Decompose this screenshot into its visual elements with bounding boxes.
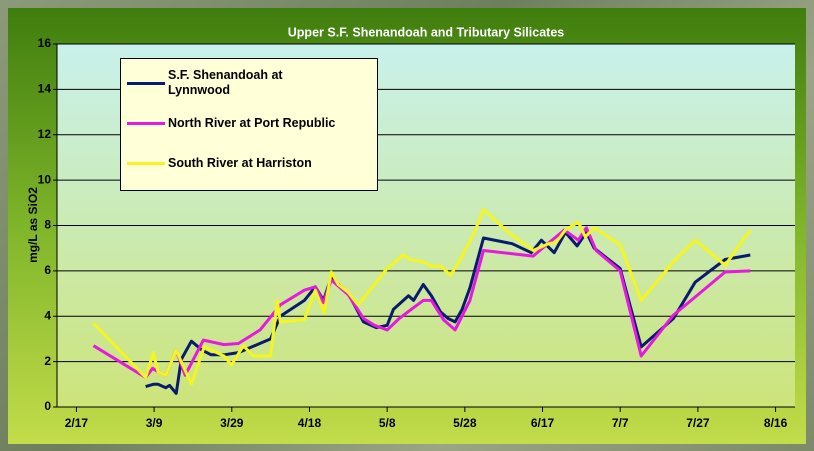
legend-swatch	[127, 162, 165, 165]
legend: S.F. Shenandoah at Lynnwood North River a…	[120, 58, 378, 191]
y-tick-label: 12	[38, 127, 52, 141]
legend-item: South River at Harriston	[127, 143, 373, 183]
x-tick-label: 3/9	[146, 416, 163, 430]
y-axis-label: mg/L as SiO2	[26, 187, 40, 263]
legend-label: North River at Port Republic	[168, 116, 335, 131]
legend-item: S.F. Shenandoah at Lynnwood	[127, 63, 373, 103]
y-tick-label: 6	[44, 263, 51, 277]
x-tick-label: 2/17	[65, 416, 89, 430]
y-tick-label: 0	[44, 399, 51, 413]
chart-title: Upper S.F. Shenandoah and Tributary Sili…	[288, 25, 565, 39]
x-tick-label: 5/8	[379, 416, 396, 430]
legend-item: North River at Port Republic	[127, 103, 373, 143]
x-tick-label: 8/16	[764, 416, 788, 430]
y-tick-label: 4	[44, 308, 51, 322]
legend-swatch	[127, 82, 165, 85]
x-tick-label: 7/27	[686, 416, 710, 430]
legend-label: S.F. Shenandoah at Lynnwood	[168, 68, 318, 98]
y-tick-label: 10	[38, 172, 52, 186]
x-tick-label: 7/7	[612, 416, 629, 430]
legend-label: South River at Harriston	[168, 156, 312, 171]
page: Upper S.F. Shenandoah and Tributary Sili…	[0, 0, 814, 451]
x-tick-label: 6/17	[531, 416, 555, 430]
x-tick-label: 3/29	[220, 416, 244, 430]
legend-swatch	[127, 122, 165, 125]
y-tick-label: 8	[44, 218, 51, 232]
x-tick-label: 4/18	[298, 416, 322, 430]
x-tick-label: 5/28	[453, 416, 477, 430]
y-tick-label: 2	[44, 354, 51, 368]
y-tick-label: 16	[38, 36, 52, 50]
y-tick-label: 14	[38, 82, 52, 96]
